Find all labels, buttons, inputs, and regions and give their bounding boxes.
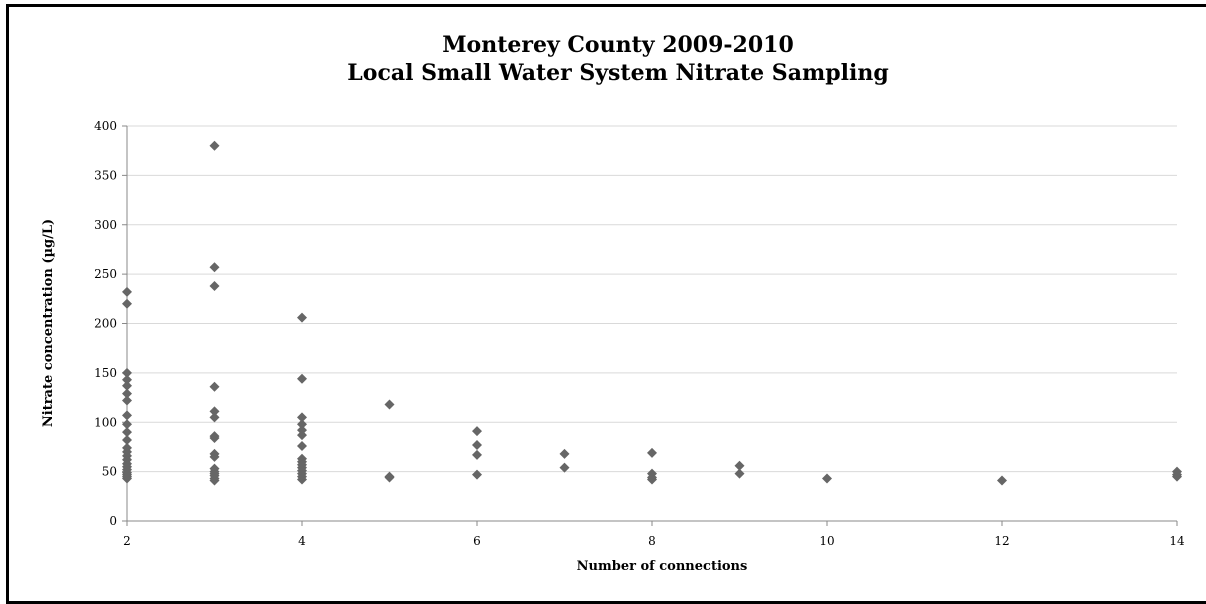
data-point <box>297 373 307 384</box>
data-point <box>209 406 220 417</box>
data-point <box>822 473 832 484</box>
y-axis-label: Nitrate concentration (µg/L) <box>41 219 56 427</box>
data-point <box>122 374 132 385</box>
data-point <box>122 419 132 430</box>
data-point <box>122 395 132 406</box>
y-tick-label: 100 <box>94 415 117 429</box>
data-point <box>1172 471 1182 482</box>
data-point <box>647 447 657 458</box>
x-tick-label: 4 <box>298 534 306 548</box>
y-tick-label: 50 <box>102 465 117 479</box>
data-point <box>472 439 482 450</box>
data-point <box>297 419 307 430</box>
chart-title: Monterey County 2009-2010 <box>442 32 794 58</box>
data-point <box>472 449 482 460</box>
y-tick-label: 150 <box>94 366 117 380</box>
data-point <box>122 380 132 391</box>
data-point <box>122 435 132 446</box>
y-tick-label: 0 <box>109 514 117 528</box>
data-point <box>559 448 570 459</box>
data-point <box>734 460 745 471</box>
data-point <box>209 381 220 392</box>
y-tick-label: 250 <box>94 267 117 281</box>
data-point <box>209 412 220 423</box>
x-tick-label: 6 <box>473 534 481 548</box>
data-point <box>997 475 1007 486</box>
data-point <box>209 451 220 462</box>
y-tick-label: 200 <box>94 317 117 331</box>
chart-frame <box>6 4 1206 604</box>
data-point <box>122 367 132 378</box>
data-point <box>472 426 482 437</box>
data-point <box>647 474 657 485</box>
data-point <box>734 468 745 479</box>
x-tick-label: 8 <box>648 534 656 548</box>
data-point <box>472 469 482 480</box>
data-point <box>122 410 132 421</box>
y-tick-label: 400 <box>94 119 117 133</box>
x-tick-label: 12 <box>994 534 1009 548</box>
data-point <box>122 298 132 309</box>
data-point <box>297 474 307 485</box>
x-axis-label: Number of connections <box>577 559 748 574</box>
data-point <box>122 427 132 438</box>
data-point <box>297 440 307 451</box>
data-point <box>209 475 220 486</box>
data-point <box>209 280 220 291</box>
data-point <box>384 472 395 483</box>
data-point <box>559 462 570 473</box>
chart-subtitle: Local Small Water System Nitrate Samplin… <box>347 60 888 86</box>
data-point <box>122 388 132 399</box>
x-tick-label: 14 <box>1169 534 1185 548</box>
data-point <box>297 312 307 323</box>
y-tick-label: 350 <box>94 168 117 182</box>
y-tick-label: 300 <box>94 218 117 232</box>
data-point <box>384 399 395 410</box>
data-point <box>122 286 132 297</box>
x-tick-label: 10 <box>819 534 834 548</box>
data-point <box>122 473 132 484</box>
data-point <box>209 433 220 444</box>
x-tick-label: 2 <box>123 534 131 548</box>
data-point <box>297 430 307 441</box>
data-point <box>209 140 220 151</box>
data-point <box>297 412 307 423</box>
data-point <box>209 262 220 273</box>
